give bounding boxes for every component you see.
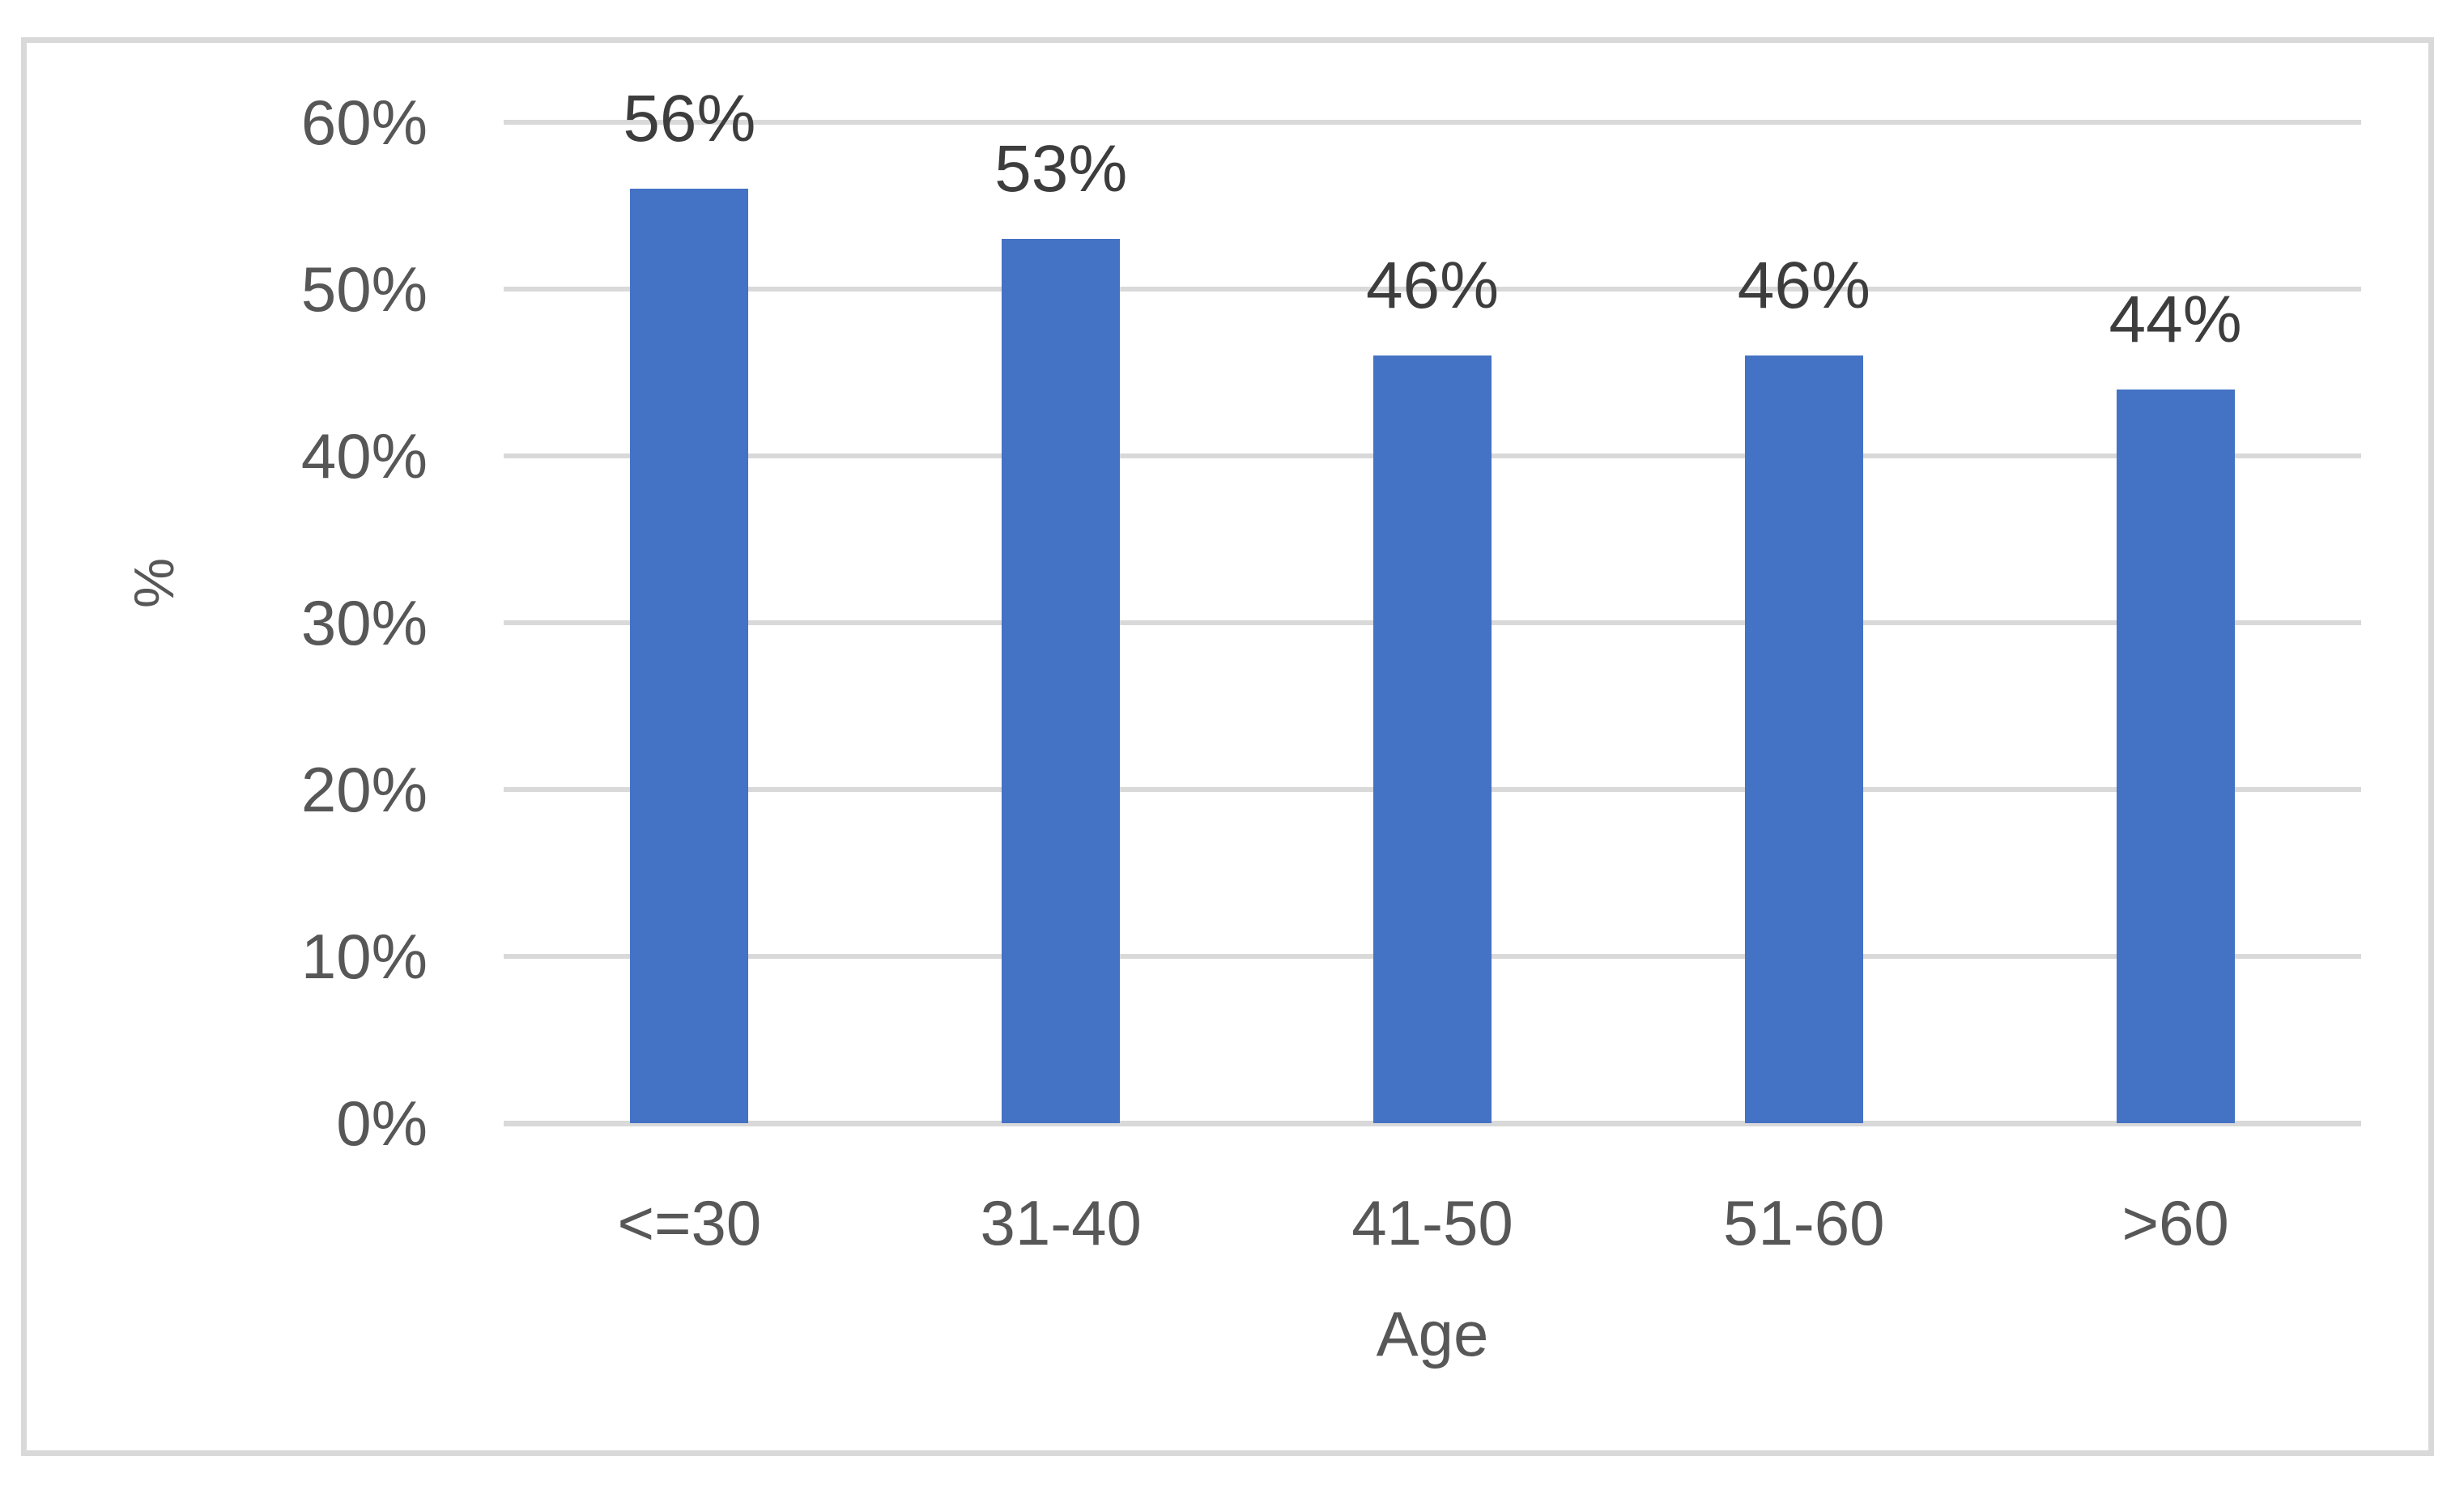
- y-tick-label: 10%: [300, 921, 428, 992]
- bar-data-label: 44%: [2109, 282, 2242, 356]
- x-category-label: 51-60: [1723, 1187, 1885, 1258]
- bar-data-label: 56%: [623, 82, 756, 156]
- bar: [630, 189, 749, 1123]
- bar: [1373, 355, 1492, 1123]
- x-axis-line: [504, 1121, 2361, 1126]
- plot-area: % Age 0% 10% 20% 30% 40% 50% 60% 56% <=30 53% 31-4…: [122, 86, 2361, 1368]
- y-tick-label: 0%: [336, 1088, 428, 1159]
- x-category-label: 31-40: [980, 1187, 1142, 1258]
- bar-data-label: 46%: [1365, 249, 1500, 323]
- x-category-label: >60: [2121, 1187, 2229, 1258]
- y-tick-label: 30%: [300, 587, 428, 658]
- bar-data-label: 46%: [1737, 249, 1870, 323]
- x-category-label: <=30: [617, 1187, 762, 1258]
- bar: [1002, 239, 1121, 1123]
- bar: [2116, 389, 2235, 1123]
- y-tick-label: 60%: [300, 87, 428, 158]
- bar: [1744, 355, 1863, 1123]
- bar-data-label: 53%: [994, 132, 1128, 206]
- x-axis-title: Age: [1376, 1298, 1489, 1369]
- x-category-label: 41-50: [1351, 1187, 1513, 1258]
- chart-frame: % Age 0% 10% 20% 30% 40% 50% 60% 56% <=30 53% 31-4…: [21, 37, 2434, 1456]
- y-tick-label: 20%: [300, 754, 428, 825]
- gridline: [504, 120, 2361, 125]
- y-tick-label: 40%: [300, 420, 428, 492]
- y-tick-label: 50%: [300, 253, 428, 325]
- gridline: [504, 287, 2361, 292]
